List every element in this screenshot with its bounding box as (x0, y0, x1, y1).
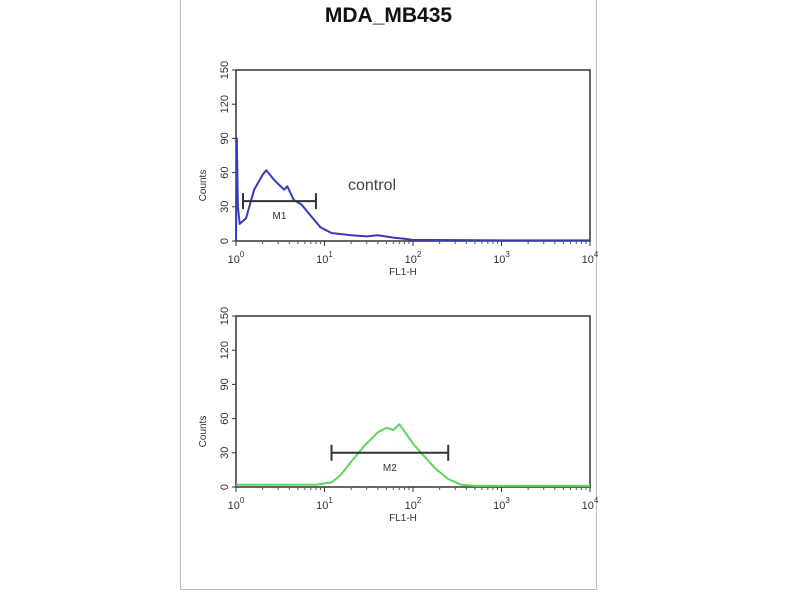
y-tick-label: 120 (219, 95, 231, 113)
y-tick-label: 60 (219, 166, 231, 178)
figure-frame (180, 0, 597, 590)
histogram-panel-2: 0 30 60 90 120 150 Counts 100 101 102 103 104 FL1-H M… (198, 307, 599, 524)
y-tick-label: 90 (219, 132, 231, 144)
y-tick-label: 0 (219, 238, 231, 244)
y-tick-label: 90 (219, 378, 231, 390)
histogram-series (235, 137, 590, 242)
gate-marker-label: M1 (273, 211, 287, 222)
y-axis-label: Counts (198, 170, 209, 202)
x-tick-label: 100 (228, 250, 245, 266)
x-tick-label: 101 (316, 496, 333, 512)
x-tick-label: 104 (582, 250, 599, 266)
y-axis-label: Counts (198, 416, 209, 448)
y-tick-label: 150 (219, 307, 231, 325)
plot-border (235, 315, 591, 488)
plot-border (235, 69, 591, 242)
x-tick-label: 102 (405, 250, 422, 266)
histogram-series (236, 423, 590, 487)
x-axis-label: FL1-H (389, 513, 417, 524)
y-tick-label: 30 (219, 201, 231, 213)
y-tick-label: 30 (219, 447, 231, 459)
gate-marker-label: M2 (383, 463, 397, 474)
y-tick-label: 120 (219, 341, 231, 359)
x-tick-label: 100 (228, 496, 245, 512)
annotation-control: control (348, 177, 396, 194)
histogram-panel-1: 0 30 60 90 120 150 Counts 100 101 102 103 104 FL1-H M… (198, 61, 599, 278)
x-tick-label: 101 (316, 250, 333, 266)
y-tick-label: 0 (219, 484, 231, 490)
x-tick-label: 103 (493, 496, 510, 512)
x-axis-label: FL1-H (389, 267, 417, 278)
x-tick-label: 103 (493, 250, 510, 266)
x-tick-label: 104 (582, 496, 599, 512)
x-tick-label: 102 (405, 496, 422, 512)
y-tick-label: 150 (219, 61, 231, 79)
y-tick-label: 60 (219, 412, 231, 424)
chart-title: MDA_MB435 (324, 4, 453, 27)
